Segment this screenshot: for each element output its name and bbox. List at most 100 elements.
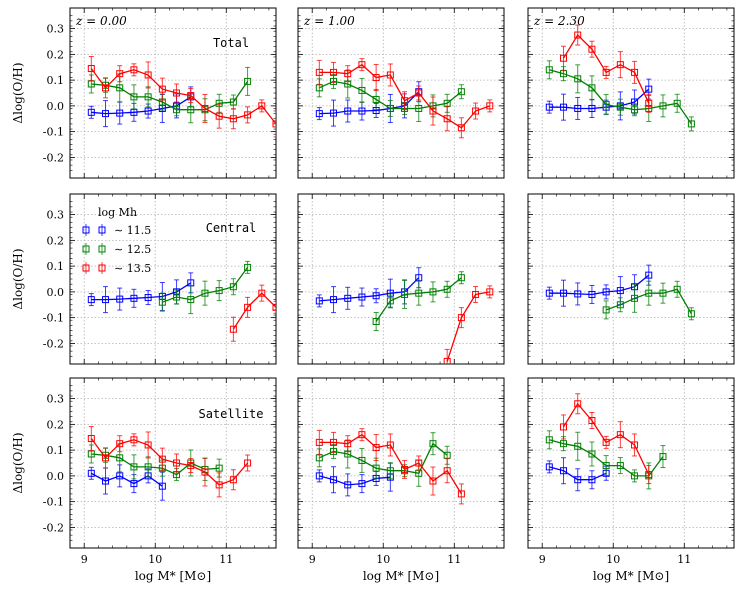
data-point xyxy=(545,436,553,444)
data-point xyxy=(130,463,138,471)
series-line-1 xyxy=(91,453,220,476)
series-line-1 xyxy=(91,81,249,111)
data-point xyxy=(457,274,465,282)
legend-entry: ∼ 12.5 xyxy=(114,243,151,256)
data-point xyxy=(244,111,252,119)
legend-marker xyxy=(82,264,90,272)
data-point xyxy=(588,45,596,53)
data-point xyxy=(330,438,338,446)
data-point xyxy=(602,288,610,296)
series-line-1 xyxy=(319,442,448,475)
x-tick-label: 10 xyxy=(606,553,620,566)
data-point xyxy=(244,263,252,271)
row-label-total: Total xyxy=(213,36,249,50)
data-point xyxy=(386,71,394,79)
data-point xyxy=(560,103,568,111)
data-point xyxy=(372,464,380,472)
data-point xyxy=(330,296,338,304)
data-point xyxy=(429,477,437,485)
data-point xyxy=(659,453,667,461)
y-tick-label: 0.2 xyxy=(47,48,65,61)
data-point xyxy=(602,101,610,109)
data-point xyxy=(386,467,394,475)
data-point xyxy=(631,441,639,449)
series-group xyxy=(545,24,695,132)
y-tick-label: -0.1 xyxy=(43,312,64,325)
data-point xyxy=(102,477,110,485)
data-point xyxy=(457,124,465,132)
legend-entry: ∼ 13.5 xyxy=(114,262,151,275)
data-point xyxy=(574,290,582,298)
y-tick-label: -0.1 xyxy=(43,496,64,509)
data-point xyxy=(358,107,366,115)
data-point xyxy=(116,454,124,462)
series-group xyxy=(87,260,276,342)
data-point xyxy=(443,285,451,293)
series-line-0 xyxy=(91,282,192,301)
data-point xyxy=(574,31,582,39)
series-group xyxy=(545,393,667,492)
y-axis-label: Δlog(O/H) xyxy=(11,62,25,123)
y-tick-label: 0.2 xyxy=(47,234,65,247)
data-point xyxy=(272,303,276,311)
data-point xyxy=(631,294,639,302)
data-point xyxy=(372,318,380,325)
series-line-0 xyxy=(549,274,650,296)
series-line-2 xyxy=(232,292,276,330)
data-point xyxy=(588,476,596,484)
series-line-0 xyxy=(90,472,163,487)
data-point xyxy=(158,482,166,490)
panel-r1-c0 xyxy=(69,193,277,365)
panel-r1-c2 xyxy=(527,193,735,365)
data-point xyxy=(344,440,352,448)
data-point xyxy=(560,54,568,62)
data-point xyxy=(102,454,110,462)
data-point xyxy=(229,476,237,484)
data-point xyxy=(358,293,366,301)
data-point xyxy=(87,296,95,304)
series-line-0 xyxy=(319,277,420,302)
data-point xyxy=(616,103,624,111)
data-point xyxy=(87,435,95,443)
data-point xyxy=(588,417,596,424)
data-point xyxy=(315,297,323,305)
data-point xyxy=(616,61,624,69)
y-tick-label: 0.0 xyxy=(47,100,65,113)
data-point xyxy=(401,465,409,473)
x-tick-label: 11 xyxy=(677,553,691,566)
data-point xyxy=(144,107,152,115)
series-line-2 xyxy=(90,68,276,125)
data-point xyxy=(687,120,695,128)
data-point xyxy=(244,459,252,467)
data-point xyxy=(173,89,181,97)
legend-marker xyxy=(82,226,90,234)
data-point xyxy=(486,102,494,110)
redshift-label: z = 1.00 xyxy=(303,14,355,28)
data-point xyxy=(616,462,624,470)
data-point xyxy=(102,110,110,118)
data-point xyxy=(588,290,596,298)
data-point xyxy=(102,296,110,304)
data-point xyxy=(187,106,195,114)
y-tick-label: 0.1 xyxy=(47,444,65,457)
legend-marker xyxy=(98,245,106,253)
redshift-label: z = 0.00 xyxy=(75,14,127,28)
data-point xyxy=(659,102,667,110)
data-point xyxy=(645,271,653,279)
data-point xyxy=(429,107,437,115)
y-tick-label: 0.3 xyxy=(47,209,65,222)
data-point xyxy=(116,84,124,92)
data-point xyxy=(574,75,582,83)
y-tick-label: 0.1 xyxy=(47,260,65,273)
data-point xyxy=(386,441,394,449)
series-group xyxy=(315,428,465,505)
y-tick-label: 0.0 xyxy=(47,286,65,299)
data-point xyxy=(87,469,95,477)
data-point xyxy=(443,115,451,123)
data-point xyxy=(358,431,366,439)
y-tick-label: -0.2 xyxy=(43,337,64,350)
series-line-0 xyxy=(549,88,650,110)
row-label-central: Central xyxy=(206,221,257,235)
data-point xyxy=(344,294,352,302)
panel-frame xyxy=(297,193,505,365)
